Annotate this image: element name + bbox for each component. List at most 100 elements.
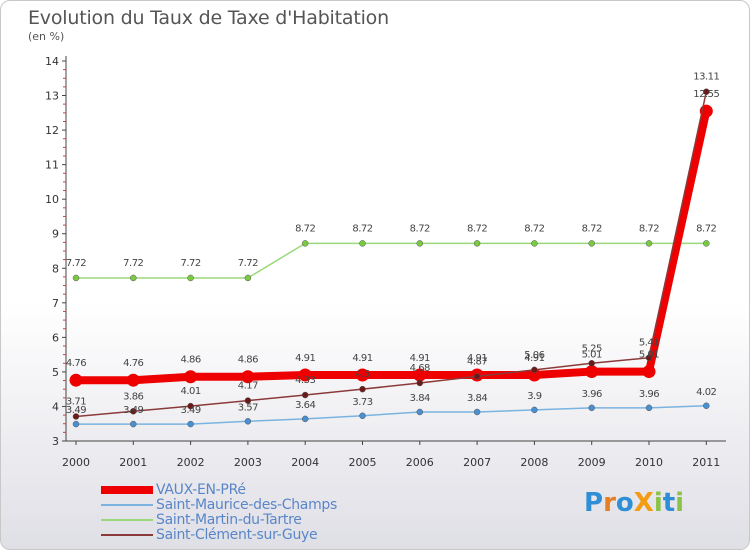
y-tick-label: 14 — [45, 55, 59, 68]
y-tick-label: 9 — [52, 228, 59, 241]
data-label: 5.06 — [524, 350, 544, 361]
series-line — [75, 91, 708, 418]
data-label: 4.91 — [524, 353, 544, 364]
data-point — [72, 420, 80, 428]
x-tick-label: 2010 — [635, 456, 663, 469]
data-point — [187, 420, 194, 428]
data-label: 4.86 — [238, 355, 258, 366]
data-label: 5.25 — [582, 343, 602, 354]
data-point — [301, 415, 309, 423]
proxiti-logo: ProXiti — [584, 488, 684, 518]
logo-letter: o — [615, 488, 634, 518]
data-label: 4.68 — [410, 363, 430, 374]
data-label: 7.72 — [123, 258, 143, 269]
x-tick-label: 2000 — [62, 456, 90, 469]
data-label: 4.91 — [295, 353, 315, 364]
data-point — [126, 373, 140, 387]
data-point — [645, 404, 653, 412]
data-label: 3.86 — [123, 391, 143, 402]
data-label: 4.02 — [696, 387, 716, 398]
data-point — [416, 379, 424, 387]
data-label: 3.73 — [352, 397, 372, 408]
data-label: 4.01 — [180, 386, 200, 397]
y-tick-label: 6 — [52, 331, 59, 344]
data-point — [69, 373, 83, 387]
data-label: 3.96 — [582, 389, 602, 400]
data-point — [473, 240, 481, 247]
data-point — [244, 274, 252, 282]
series-line — [76, 405, 707, 425]
y-tick-label: 8 — [52, 262, 59, 275]
chart-subtitle: (en %) — [28, 30, 65, 43]
data-label: 12.55 — [693, 89, 719, 100]
logo-letter: X — [633, 488, 654, 518]
data-label: 3.49 — [66, 405, 86, 416]
data-label: 4.91 — [410, 353, 430, 364]
data-label: 4.91 — [352, 353, 372, 364]
data-point — [527, 368, 541, 382]
legend-swatch — [101, 504, 153, 506]
data-label: 7.72 — [66, 258, 86, 269]
data-label: 8.72 — [639, 223, 659, 234]
x-tick-label: 2011 — [692, 456, 720, 469]
data-point — [184, 370, 198, 384]
data-point — [356, 368, 369, 382]
data-label: 8.72 — [352, 223, 372, 234]
data-point — [301, 240, 309, 247]
y-tick-label: 3 — [52, 435, 59, 448]
logo-letter: r — [603, 488, 616, 518]
data-point — [130, 408, 137, 415]
data-point — [703, 88, 710, 95]
data-label: 3.96 — [639, 389, 659, 400]
data-point — [642, 365, 656, 379]
data-point — [588, 360, 595, 367]
data-label: 3.84 — [467, 393, 487, 404]
data-label: 3.64 — [295, 400, 315, 411]
data-point — [241, 370, 255, 384]
logo-letter: P — [584, 488, 604, 518]
data-point — [531, 240, 538, 247]
data-label: 3.49 — [123, 405, 143, 416]
x-tick-label: 2005 — [349, 456, 377, 469]
legend-label: VAUX-EN-PRé — [156, 482, 246, 498]
data-point — [585, 365, 599, 379]
data-point — [416, 240, 424, 247]
data-point — [531, 366, 538, 374]
y-tick-label: 5 — [52, 366, 59, 379]
data-label: 8.72 — [295, 223, 315, 234]
x-tick-label: 2001 — [119, 456, 147, 469]
data-point — [359, 385, 366, 393]
series-line — [76, 110, 711, 385]
x-tick-label: 2008 — [520, 456, 548, 469]
logo-letter: t — [662, 488, 676, 518]
legend-swatch — [101, 519, 153, 521]
data-label: 3.9 — [527, 391, 542, 402]
legend-label: Saint-Maurice-des-Champs — [156, 497, 338, 513]
data-label: 4.76 — [123, 358, 143, 369]
chart-title: Evolution du Taux de Taxe d'Habitation — [28, 7, 389, 29]
data-point — [72, 274, 80, 282]
data-point — [703, 240, 710, 247]
logo-letter: i — [675, 488, 685, 518]
data-point — [531, 406, 538, 414]
data-label: 4.5 — [355, 369, 370, 380]
y-tick-label: 10 — [45, 193, 59, 206]
data-label: 4.76 — [66, 358, 86, 369]
data-point — [473, 373, 481, 380]
data-point — [645, 240, 653, 247]
y-tick-label: 11 — [45, 159, 59, 172]
series-line — [76, 242, 707, 279]
data-point — [645, 354, 653, 361]
x-tick-label: 2002 — [177, 456, 205, 469]
data-point — [298, 368, 312, 382]
data-label: 8.72 — [467, 223, 487, 234]
data-point — [72, 413, 80, 420]
data-point — [588, 404, 595, 412]
data-label: 3.84 — [410, 393, 430, 404]
data-point — [130, 420, 137, 428]
y-tick-label: 13 — [45, 90, 59, 103]
data-label: 4.17 — [238, 381, 258, 392]
y-tick-label: 12 — [45, 124, 59, 137]
data-label: 8.72 — [582, 223, 602, 234]
